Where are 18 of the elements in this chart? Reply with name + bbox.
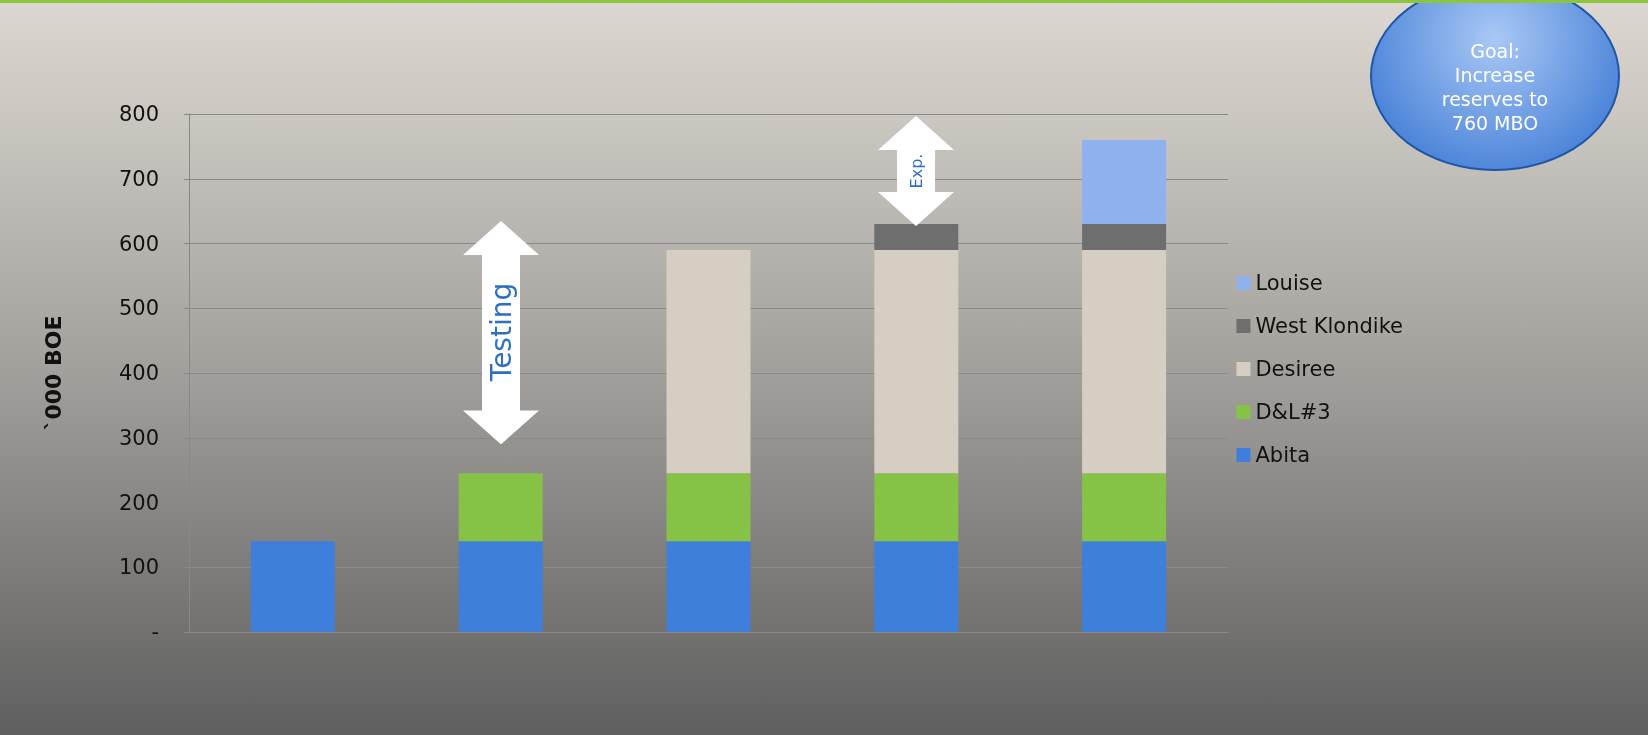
legend-label: West Klondike — [1255, 314, 1404, 338]
y-tick-label: 700 — [118, 166, 159, 191]
legend-label: D&L#3 — [1255, 400, 1331, 424]
legend-label: Desiree — [1255, 357, 1336, 381]
legend-label: Louise — [1255, 271, 1323, 295]
y-axis-title: `000 BOE — [40, 315, 66, 431]
y-tick-label: 400 — [118, 361, 159, 385]
annotation: Exp. — [906, 153, 926, 189]
y-tick-label: 600 — [118, 231, 159, 256]
y-tick-label: 100 — [118, 555, 159, 580]
y-tick-label: - — [151, 620, 159, 644]
legend-label: Abita — [1255, 443, 1311, 467]
text: Goal: Increase reserves to 760 MBO — [1440, 39, 1550, 135]
y-tick-label: 800 — [118, 102, 159, 126]
y-tick-label: 500 — [118, 296, 159, 321]
annotation: Testing — [484, 283, 518, 382]
y-tick-label: 300 — [118, 425, 159, 450]
y-tick-label: 200 — [118, 490, 159, 515]
